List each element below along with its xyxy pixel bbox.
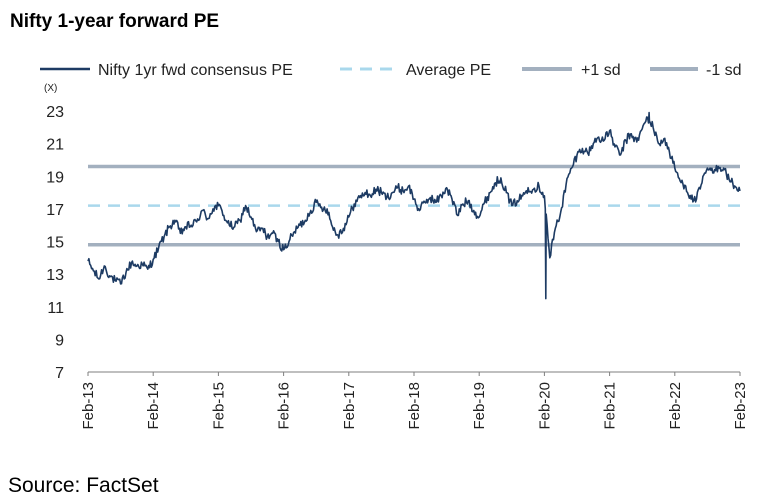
- x-tick-label-feb-14: Feb-14: [145, 382, 162, 430]
- chart-title: Nifty 1-year forward PE: [10, 11, 219, 32]
- y-tick-label-9: 9: [55, 332, 64, 349]
- y-axis-ticks: 7 9 11 13 15 17 19 21 23: [46, 104, 64, 382]
- x-tick-label-feb-23: Feb-23: [732, 382, 749, 430]
- x-axis-ticks: Feb-13 Feb-14 Feb-15 Feb-16 Feb-17 Feb-18 Feb-…: [80, 372, 749, 430]
- y-tick-label-11: 11: [47, 300, 64, 317]
- x-tick-label-feb-16: Feb-16: [276, 382, 293, 430]
- x-tick-label-feb-18: Feb-18: [406, 382, 423, 430]
- x-tick-label-feb-22: Feb-22: [667, 382, 684, 430]
- legend-label-minus-1-sd: -1 sd: [706, 62, 742, 79]
- x-tick-label-feb-17: Feb-17: [341, 382, 358, 430]
- source-note: Source: FactSet: [8, 474, 159, 497]
- legend: Nifty 1yr fwd consensus PE Average PE +1…: [40, 62, 742, 79]
- nifty-pe-series-line: [87, 111, 741, 300]
- y-tick-label-15: 15: [46, 235, 64, 252]
- reference-lines: [88, 164, 740, 247]
- y-tick-label-13: 13: [46, 267, 64, 284]
- legend-label-nifty-pe: Nifty 1yr fwd consensus PE: [98, 62, 293, 79]
- y-tick-label-23: 23: [46, 104, 64, 121]
- x-tick-label-feb-20: Feb-20: [536, 382, 553, 430]
- legend-label-plus-1-sd: +1 sd: [581, 62, 621, 79]
- x-tick-label-feb-15: Feb-15: [210, 382, 227, 430]
- legend-label-average-pe: Average PE: [406, 62, 491, 79]
- x-tick-label-feb-19: Feb-19: [471, 382, 488, 430]
- x-tick-label-feb-21: Feb-21: [602, 382, 619, 430]
- y-tick-label-17: 17: [46, 202, 64, 219]
- y-tick-label-7: 7: [55, 365, 64, 382]
- y-tick-label-21: 21: [46, 137, 64, 154]
- y-axis-unit: (X): [44, 83, 57, 94]
- y-tick-label-19: 19: [46, 169, 64, 186]
- x-tick-label-feb-13: Feb-13: [80, 382, 97, 430]
